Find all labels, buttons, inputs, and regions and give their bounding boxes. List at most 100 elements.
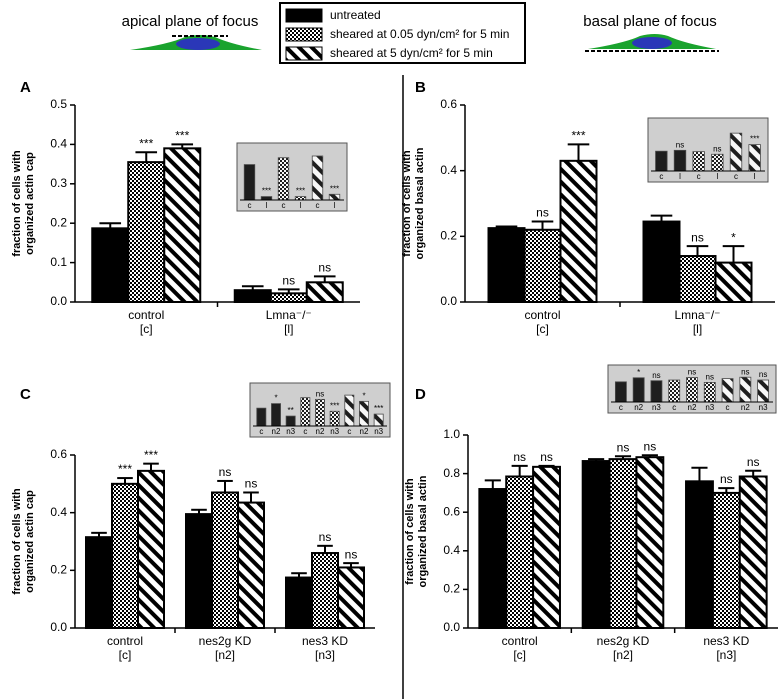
nucleus: [176, 38, 220, 50]
inset-bar: [686, 377, 698, 403]
inset-bar: [311, 155, 324, 201]
y-tick-label: 0.6: [440, 97, 457, 111]
y-axis-label: fraction of cells with: [404, 478, 416, 585]
y-tick-label: 0.4: [50, 505, 67, 519]
panel-label: B: [415, 79, 426, 96]
inset-bar: [329, 410, 340, 427]
bar: [711, 491, 741, 629]
inset-significance: *: [637, 368, 640, 377]
legend-swatch: [285, 8, 323, 23]
x-tick-code: [c]: [140, 322, 153, 336]
inset-label: n2: [688, 403, 697, 412]
bar: [714, 261, 753, 304]
significance-label: ns: [318, 261, 331, 275]
y-tick-label: 0.1: [50, 255, 67, 269]
inset-bar: [315, 398, 325, 427]
bar: [111, 482, 139, 630]
bar: [608, 458, 638, 629]
y-tick-label: 0.6: [443, 504, 460, 518]
x-tick-code: [l]: [284, 322, 293, 336]
legend-label: sheared at 5 dyn/cm² for 5 min: [330, 46, 493, 60]
inset-label: c: [697, 172, 701, 181]
inset-bar: [673, 149, 687, 172]
inset-significance: ns: [759, 370, 767, 379]
inset-label: c: [282, 201, 286, 210]
significance-label: ns: [219, 465, 232, 479]
significance-label: ns: [691, 230, 704, 244]
inset-label: n3: [374, 427, 383, 436]
y-tick-label: 0.0: [50, 620, 67, 634]
bar: [685, 480, 714, 629]
bar: [523, 228, 562, 303]
x-tick-label: nes3 KD: [703, 634, 749, 648]
x-tick-code: [c]: [536, 322, 549, 336]
inset-bar: [271, 403, 281, 427]
x-tick-code: [n3]: [315, 648, 335, 662]
inset-bar: [243, 164, 256, 201]
inset-bar: [373, 413, 384, 427]
y-axis-label: fraction of cells with: [11, 150, 23, 257]
significance-label: ns: [720, 472, 733, 486]
x-tick-code: [n2]: [215, 648, 235, 662]
inset-bar: [328, 193, 341, 201]
inset-label: n2: [741, 403, 750, 412]
inset-bar: [256, 407, 267, 427]
bar: [269, 292, 308, 304]
y-tick-label: 0.5: [50, 97, 67, 111]
inset-significance: **: [288, 406, 294, 415]
x-tick-label: control: [524, 308, 560, 322]
basal-diagram: basal plane of focus: [583, 13, 719, 52]
significance-label: ns: [747, 455, 760, 469]
y-tick-label: 0.3: [50, 176, 67, 190]
inset-label: n3: [652, 403, 661, 412]
inset-label: n2: [316, 427, 325, 436]
legend-swatch: [285, 46, 323, 61]
significance-label: ns: [319, 530, 332, 544]
y-tick-label: 0.2: [50, 563, 67, 577]
inset-bar: [277, 157, 290, 201]
inset-label: c: [259, 427, 263, 436]
bar: [211, 491, 239, 629]
x-tick-label: nes3 KD: [302, 634, 348, 648]
inset-significance: ***: [296, 187, 305, 196]
bar: [233, 289, 272, 303]
inset-bar: [655, 150, 668, 172]
nucleus: [632, 37, 672, 49]
bar: [137, 469, 165, 629]
y-tick-label: 0.4: [440, 163, 457, 177]
y-tick-label: 0.8: [443, 466, 460, 480]
inset-label: n2: [634, 403, 643, 412]
inset-label: l: [300, 201, 302, 210]
x-tick-label: Lmna⁻/⁻: [266, 308, 312, 322]
inset-bar: [692, 151, 705, 172]
y-tick-label: 0.0: [440, 294, 457, 308]
x-tick-label: Lmna⁻/⁻: [674, 308, 720, 322]
bar: [738, 475, 768, 629]
y-axis-label: fraction of cells with: [401, 150, 413, 257]
bar: [185, 513, 213, 630]
y-axis-label: organized actin cap: [24, 152, 36, 255]
bar: [285, 576, 313, 630]
inset-bar: [359, 400, 369, 427]
bar: [163, 147, 202, 303]
inset-label: c: [672, 403, 676, 412]
inset-bar: [668, 379, 681, 403]
inset-significance: *: [362, 391, 365, 400]
significance-label: ns: [245, 477, 258, 491]
inset-significance: ***: [330, 401, 339, 410]
bar: [532, 465, 561, 629]
y-axis-label: organized basal actin: [417, 475, 429, 587]
bar: [581, 460, 611, 629]
y-tick-label: 0.4: [50, 137, 67, 151]
inset-bar: [703, 381, 716, 403]
bar: [635, 456, 665, 629]
y-axis-label: organized actin cap: [24, 490, 36, 593]
x-tick-label: control: [502, 634, 538, 648]
bar: [642, 220, 681, 303]
significance-label: ns: [644, 439, 657, 453]
inset-label: c: [734, 172, 738, 181]
bar: [85, 536, 113, 629]
significance-label: ns: [536, 206, 549, 220]
inset-label: c: [619, 403, 623, 412]
